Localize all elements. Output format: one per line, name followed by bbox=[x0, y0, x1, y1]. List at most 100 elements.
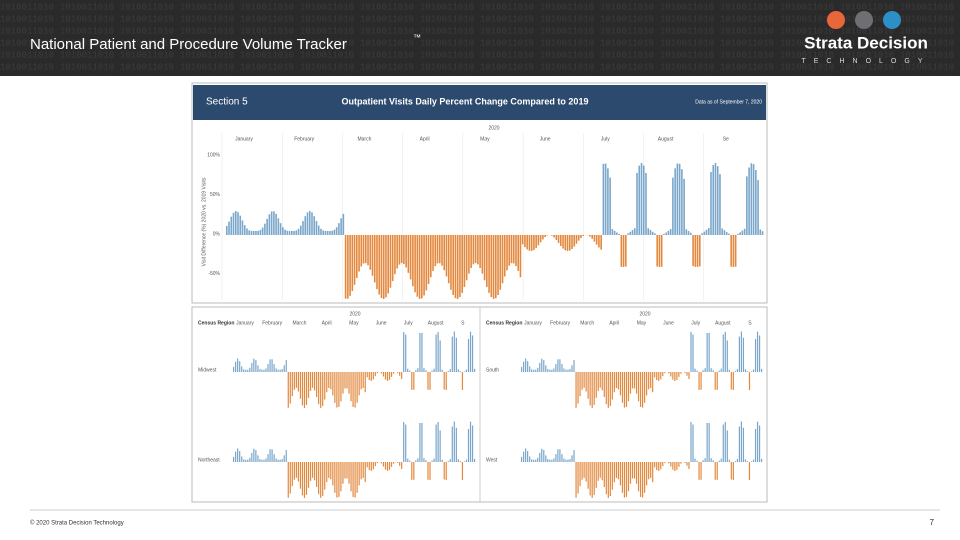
bar bbox=[252, 230, 255, 235]
bar bbox=[547, 459, 549, 462]
bar bbox=[425, 235, 428, 291]
bar bbox=[318, 462, 320, 495]
column-header: Census Region bbox=[486, 320, 522, 326]
year: 2020 bbox=[349, 311, 360, 317]
bar bbox=[414, 235, 416, 293]
bar bbox=[690, 421, 692, 462]
bar bbox=[307, 462, 310, 488]
bar bbox=[472, 235, 475, 265]
bar bbox=[433, 458, 435, 462]
brand-sub: TECHNOLOGY bbox=[801, 58, 930, 65]
bar bbox=[264, 223, 266, 235]
bar bbox=[368, 372, 370, 381]
bar bbox=[372, 372, 374, 380]
bar bbox=[676, 462, 678, 470]
bar bbox=[333, 229, 336, 235]
bar bbox=[461, 235, 463, 293]
copyright: © 2020 Strata Decision Technology bbox=[30, 520, 124, 527]
bar bbox=[583, 462, 585, 478]
bar bbox=[553, 235, 555, 238]
bar bbox=[392, 462, 395, 464]
month-label: April bbox=[420, 136, 430, 142]
bar bbox=[415, 460, 417, 462]
bar bbox=[384, 372, 387, 380]
bar bbox=[662, 462, 664, 467]
section-label: Section 5 bbox=[206, 97, 248, 108]
bar bbox=[756, 331, 759, 372]
bar bbox=[541, 358, 543, 372]
month-label: June bbox=[663, 320, 674, 326]
brand: Strata Decision bbox=[804, 33, 928, 52]
bar bbox=[617, 462, 619, 480]
bar bbox=[591, 372, 593, 408]
bar bbox=[305, 462, 308, 495]
bar bbox=[382, 235, 385, 299]
bar bbox=[421, 332, 423, 372]
bar bbox=[694, 368, 696, 372]
bar bbox=[347, 235, 349, 299]
bar bbox=[451, 426, 453, 462]
bar bbox=[425, 460, 427, 462]
bar bbox=[539, 235, 542, 243]
bar bbox=[579, 372, 581, 397]
bar bbox=[429, 372, 431, 390]
bar bbox=[358, 462, 360, 486]
bar bbox=[320, 462, 322, 498]
bar bbox=[239, 361, 241, 372]
bar bbox=[374, 462, 376, 467]
bar bbox=[284, 229, 286, 235]
bar bbox=[535, 459, 537, 462]
bar bbox=[271, 449, 273, 462]
bar bbox=[674, 372, 676, 381]
bar bbox=[246, 228, 248, 235]
bar bbox=[481, 235, 484, 274]
bar bbox=[299, 225, 302, 235]
bar bbox=[702, 460, 704, 462]
bar bbox=[650, 462, 652, 478]
bar bbox=[443, 235, 446, 271]
bar bbox=[488, 235, 490, 293]
bar bbox=[297, 372, 299, 392]
bar bbox=[492, 235, 495, 299]
bar bbox=[248, 230, 251, 235]
bar bbox=[600, 235, 602, 250]
bar bbox=[447, 235, 450, 284]
bar bbox=[324, 462, 326, 490]
bar bbox=[324, 372, 326, 400]
bar bbox=[648, 462, 650, 480]
bar bbox=[589, 235, 591, 237]
bar bbox=[728, 233, 730, 235]
bar bbox=[615, 462, 617, 478]
bar bbox=[707, 228, 710, 235]
bar bbox=[318, 372, 320, 405]
month-label: February bbox=[550, 320, 571, 326]
bar bbox=[676, 372, 678, 380]
bar bbox=[528, 235, 531, 251]
bar bbox=[451, 336, 453, 372]
bar bbox=[569, 369, 571, 372]
bar bbox=[605, 372, 607, 405]
bar bbox=[585, 372, 587, 392]
bar bbox=[501, 235, 504, 284]
bar bbox=[474, 235, 477, 263]
bar bbox=[291, 230, 293, 235]
bar bbox=[443, 462, 445, 480]
bar bbox=[660, 372, 662, 380]
bar bbox=[567, 369, 569, 372]
bar bbox=[326, 230, 329, 235]
month-label: S bbox=[461, 320, 465, 326]
bar bbox=[427, 372, 429, 390]
bar bbox=[297, 462, 299, 482]
bar bbox=[752, 369, 755, 372]
month-label: March bbox=[357, 136, 371, 142]
column-header: Census Region bbox=[198, 320, 234, 326]
bar bbox=[736, 369, 738, 372]
bar bbox=[326, 462, 328, 483]
bar bbox=[295, 462, 297, 478]
bar bbox=[432, 235, 434, 271]
region-label: Midwest bbox=[198, 367, 217, 373]
bar bbox=[716, 462, 718, 480]
bar bbox=[642, 372, 644, 408]
bar bbox=[311, 372, 314, 388]
bar bbox=[696, 460, 698, 462]
